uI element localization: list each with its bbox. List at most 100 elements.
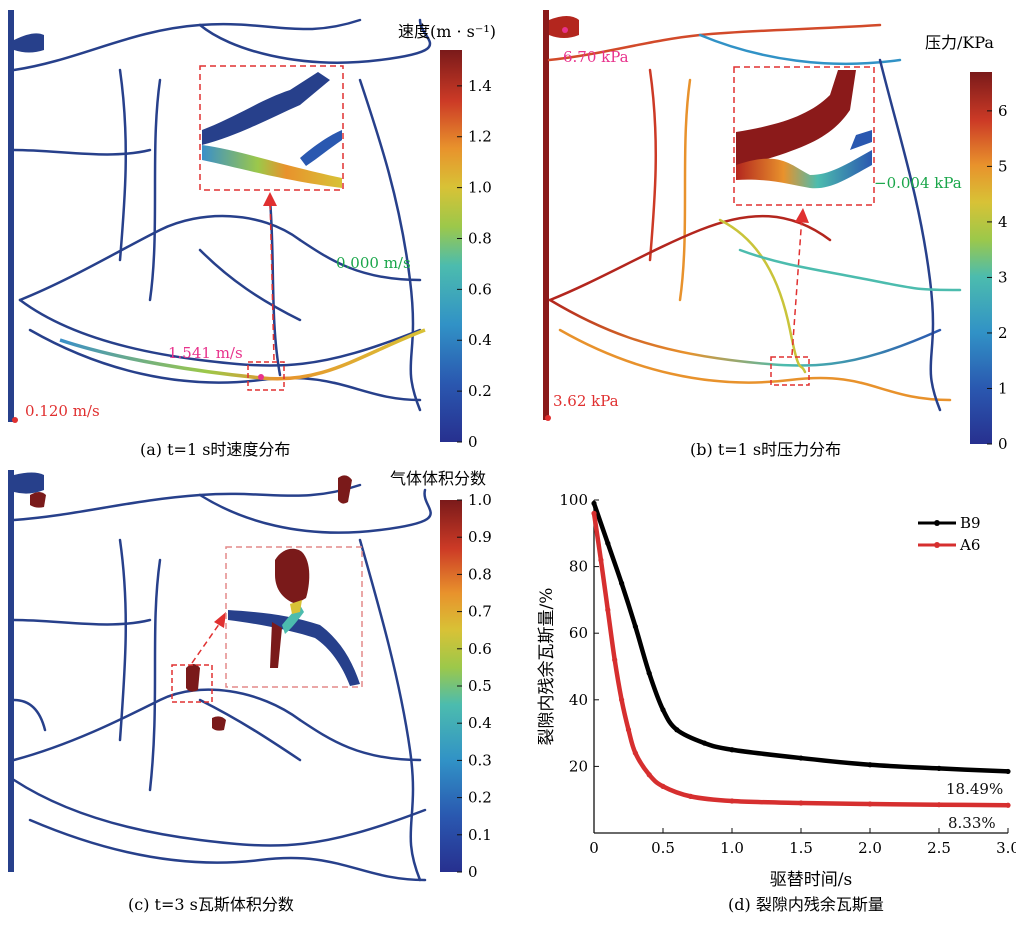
panel-b-zoom-arrow-head xyxy=(795,208,809,223)
panel-d-y-axis-label: 裂隙内残余瓦斯量/% xyxy=(537,588,557,746)
panel-d-x-tick-label: 0.5 xyxy=(651,839,675,857)
panel-d-series-B9-point xyxy=(660,707,666,713)
panel-d-series-A6-point xyxy=(646,772,652,778)
panel-d-y-tick-label: 40 xyxy=(569,691,588,709)
panel-b-colorbar-tick-label: 0 xyxy=(998,435,1008,453)
panel-a-zoom-arrow xyxy=(269,197,275,361)
panel-d-series-A6-point xyxy=(936,802,942,808)
panel-b-top-label: 6.70 kPa xyxy=(563,48,629,66)
panel-d-series-A6-point xyxy=(798,800,804,806)
panel-c-zoom-inset xyxy=(228,548,360,686)
panel-d-legend-B9-label: B9 xyxy=(960,514,981,532)
panel-c-gas-spot-2 xyxy=(338,475,352,504)
panel-d-series-B9-point xyxy=(646,670,652,676)
panel-b-bottom-point xyxy=(545,415,551,421)
panel-d-series-A6-point xyxy=(660,783,666,789)
panel-c-colorbar-tick-label: 0.4 xyxy=(468,714,492,732)
panel-b-zoom-box xyxy=(733,66,875,206)
panel-d-legend-B9-marker xyxy=(934,520,940,526)
panel-b-colorbar-title: 压力/KPa xyxy=(925,33,994,52)
panel-d-series-A6-point xyxy=(688,793,694,799)
panel-b-colorbar-ticks: 0 1 2 3 4 5 6 xyxy=(987,102,1008,453)
panel-d-caption: (d) 裂隙内残余瓦斯量 xyxy=(728,895,884,914)
panel-b-colorbar-tick-label: 6 xyxy=(998,102,1008,120)
panel-a-inlet-blob xyxy=(14,33,44,53)
panel-c-caption: (c) t=3 s瓦斯体积分数 xyxy=(128,895,294,914)
panel-c-zoom-arrow xyxy=(191,619,223,664)
panel-d-y-tick-label: 100 xyxy=(559,491,588,509)
panel-d-series-A6-point xyxy=(625,727,632,733)
panel-b-zoom-inset xyxy=(736,70,872,189)
panel-d-series-B9-point xyxy=(674,727,680,733)
panel-d-series-A6-point xyxy=(598,557,604,563)
panel-d-x-tick-label: 2.5 xyxy=(927,839,951,857)
panel-d-series-B9-point xyxy=(701,740,708,746)
panel-c-colorbar-title: 气体体积分数 xyxy=(390,469,486,488)
panel-c-colorbar-ticks: 0 0.1 0.2 0.3 0.4 0.5 0.6 0.7 0.8 0.9 1.0 xyxy=(457,491,492,881)
panel-b-zoom-arrow xyxy=(791,215,803,356)
panel-c-colorbar-tick-label: 0.5 xyxy=(468,677,492,695)
panel-a-max-label: 1.541 m/s xyxy=(168,344,243,362)
panel-a-inlet-bar xyxy=(8,10,14,422)
panel-c-colorbar-tick-label: 0.9 xyxy=(468,528,492,546)
panel-c-colorbar-tick-label: 0 xyxy=(468,863,478,881)
panel-b-colorbar-tick-label: 2 xyxy=(998,324,1008,342)
panel-d-chart: 0 0.5 1.0 1.5 2.0 2.5 3.0 20 40 60 80 100 驱替时间/s 裂隙内残… xyxy=(537,491,1016,890)
panel-a-colorbar-tick-label: 1.0 xyxy=(468,179,492,197)
panel-d-series-B9-point xyxy=(1005,768,1011,775)
panel-d-x-tick-label: 0 xyxy=(589,839,599,857)
panel-d-series-B9-point xyxy=(936,765,942,771)
panel-c-colorbar-tick-label: 1.0 xyxy=(468,491,492,509)
panel-c-colorbar-tick-label: 0.7 xyxy=(468,603,492,621)
panel-d-series-A6-point xyxy=(867,801,873,807)
panel-d-series-A6-point xyxy=(591,510,597,516)
panel-a: 1.541 m/s 0.000 m/s 0.120 m/s 0 0.2 0.4 0.6… xyxy=(8,10,496,459)
panel-d-series-B9-point xyxy=(632,623,639,630)
panel-a-source-box xyxy=(247,361,285,391)
panel-b-colorbar-tick-label: 3 xyxy=(998,268,1008,286)
panel-c-colorbar xyxy=(440,500,462,872)
panel-a-caption: (a) t=1 s时速度分布 xyxy=(140,440,290,459)
panel-d-x-tick-label: 1.0 xyxy=(720,839,744,857)
panel-c: 0 0.1 0.2 0.3 0.4 0.5 0.6 0.7 0.8 0.9 1.0 气体体积分数 (… xyxy=(8,469,492,914)
panel-d-legend-A6-label: A6 xyxy=(959,536,980,554)
panel-d-series-A6-point xyxy=(612,657,618,663)
panel-b-fracture-network xyxy=(547,23,962,412)
panel-d-series-B9-point xyxy=(605,540,611,546)
panel-d-x-axis-label: 驱替时间/s xyxy=(770,870,852,890)
panel-d-series-A6-point xyxy=(619,697,625,703)
panel-d: 0 0.5 1.0 1.5 2.0 2.5 3.0 20 40 60 80 100 驱替时间/s 裂隙内残… xyxy=(537,491,1016,914)
panel-d-y-tick-label: 80 xyxy=(569,558,588,576)
panel-c-gas-spot-3 xyxy=(186,664,200,692)
panel-a-max-point xyxy=(258,374,264,380)
panel-d-b9-final-label: 18.49% xyxy=(946,780,1003,798)
panel-d-legend-A6-marker xyxy=(934,542,940,548)
panel-b-colorbar-tick-label: 5 xyxy=(998,157,1008,175)
panel-a-colorbar-tick-label: 1.2 xyxy=(468,128,492,146)
panel-a-colorbar-tick-label: 0.8 xyxy=(468,229,492,247)
panel-b-source-box xyxy=(770,356,810,386)
panel-a-colorbar-title: 速度(m · s⁻¹) xyxy=(398,22,496,41)
panel-a-colorbar-tick-label: 0.2 xyxy=(468,382,492,400)
panel-a-inlet-point xyxy=(12,417,18,423)
panel-a-colorbar-ticks: 0 0.2 0.4 0.6 0.8 1.0 1.2 1.4 xyxy=(457,77,492,451)
panel-a-fracture-network xyxy=(12,18,432,412)
panel-b-colorbar-tick-label: 1 xyxy=(998,379,1008,397)
panel-c-zoom-arrow-head xyxy=(214,612,226,628)
panel-b-right-label: −0.004 kPa xyxy=(874,174,962,192)
panel-c-colorbar-tick-label: 0.2 xyxy=(468,789,492,807)
panel-b-colorbar xyxy=(970,72,992,444)
panel-c-colorbar-tick-label: 0.6 xyxy=(468,640,492,658)
panel-b-bottom-label: 3.62 kPa xyxy=(553,392,619,410)
panel-a-colorbar xyxy=(440,50,462,442)
panel-a-zoom-arrow-head xyxy=(263,192,277,206)
panel-d-y-tick-label: 60 xyxy=(569,624,588,642)
panel-b-inlet-bar xyxy=(543,10,549,420)
panel-c-colorbar-tick-label: 0.3 xyxy=(468,751,492,769)
panel-a-zoom-inset xyxy=(202,72,342,188)
panel-c-gas-spot-1 xyxy=(30,492,46,508)
panel-d-series-A6-point xyxy=(632,750,639,756)
panel-d-series-A6-point xyxy=(729,798,735,804)
panel-d-series-B9-point xyxy=(619,580,625,586)
